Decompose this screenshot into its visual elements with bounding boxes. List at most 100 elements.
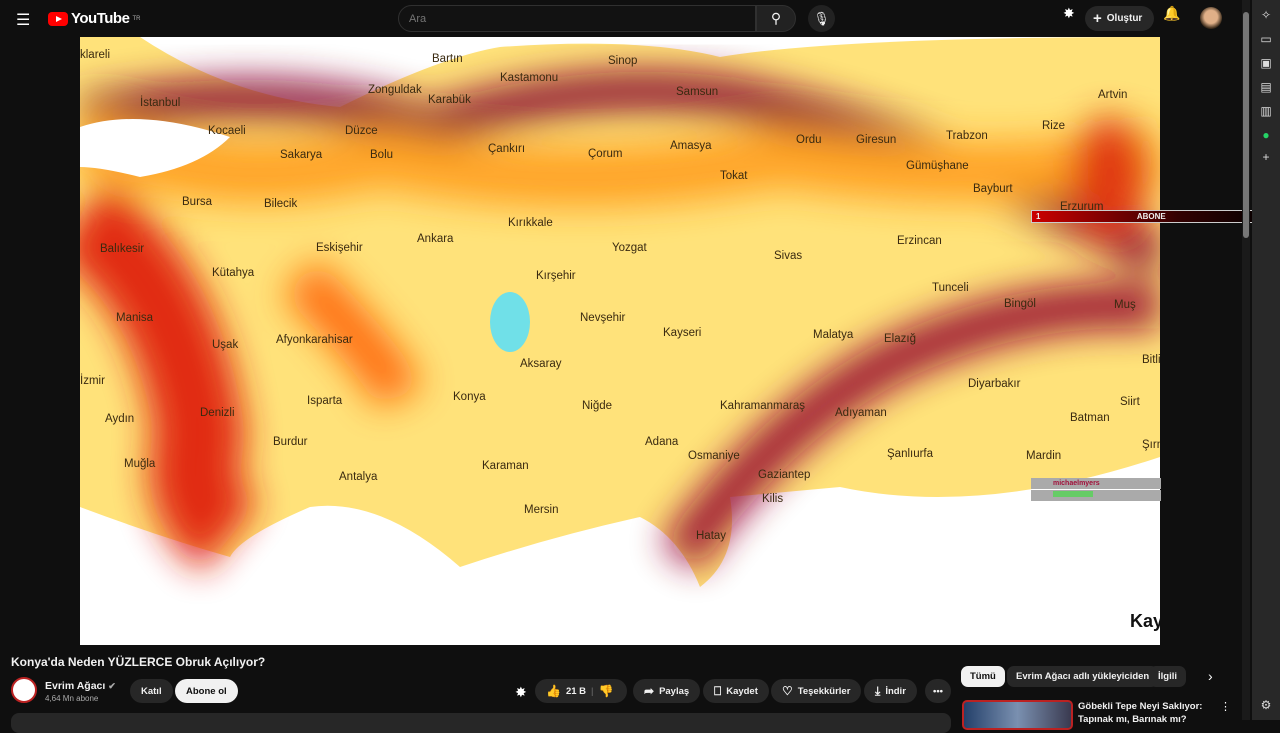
- extension-icon[interactable]: ✧: [1260, 8, 1272, 22]
- share-label: Paylaş: [659, 685, 690, 697]
- verified-icon: ✔: [108, 681, 116, 691]
- city-label: Bartın: [432, 53, 463, 65]
- city-label: Bursa: [182, 196, 213, 208]
- channel-name-text: Evrim Ağacı: [45, 680, 106, 692]
- download-button[interactable]: ⤓ İndir: [864, 679, 917, 703]
- reader-icon[interactable]: ▥: [1260, 104, 1272, 118]
- join-button[interactable]: Katıl: [130, 679, 173, 703]
- chip-label: Evrim Ağacı adlı yükleyiciden: [1016, 671, 1150, 682]
- add-icon[interactable]: +: [1262, 150, 1270, 164]
- whatsapp-icon[interactable]: ●: [1262, 128, 1270, 142]
- city-label: Balıkesir: [100, 243, 145, 255]
- youtube-logo[interactable]: YouTube TR: [48, 10, 140, 27]
- city-label: İstanbul: [140, 97, 181, 109]
- more-vert-icon[interactable]: ⋮: [1220, 701, 1231, 713]
- video-icon[interactable]: ▭: [1260, 32, 1272, 46]
- city-label: Düzce: [345, 125, 378, 137]
- city-label: Mersin: [524, 504, 559, 516]
- city-label: Samsun: [676, 86, 719, 98]
- more-actions-button[interactable]: •••: [925, 679, 951, 703]
- search-icon: ⚲: [770, 10, 782, 26]
- share-button[interactable]: ➦ Paylaş: [633, 679, 701, 703]
- bookmark-icon: ⎕: [714, 683, 722, 698]
- thanks-button[interactable]: ♡ Teşekkürler: [771, 679, 862, 703]
- city-label: Artvin: [1098, 89, 1128, 101]
- city-label: Kütahya: [212, 267, 255, 279]
- search-input[interactable]: [398, 5, 756, 32]
- city-label: Sinop: [608, 55, 638, 67]
- save-button[interactable]: ⎕ Kaydet: [703, 679, 769, 703]
- watermark: Kay: [1130, 611, 1160, 631]
- notebook-icon[interactable]: ▤: [1260, 80, 1272, 94]
- microphone-icon: 🎙: [813, 11, 830, 26]
- city-label: Çorum: [588, 148, 623, 160]
- premium-icon[interactable]: ✸: [515, 684, 527, 700]
- city-label: Burdur: [273, 436, 308, 448]
- city-label: Niğde: [582, 400, 613, 412]
- city-label: Mardin: [1026, 450, 1062, 462]
- city-label: Isparta: [307, 395, 343, 407]
- description-box[interactable]: [11, 713, 951, 733]
- scrollbar-thumb[interactable]: [1243, 12, 1249, 238]
- city-label: Kocaeli: [208, 125, 246, 137]
- city-label: Trabzon: [946, 130, 988, 142]
- chip-from-uploader[interactable]: Evrim Ağacı adlı yükleyiciden: [1007, 666, 1159, 687]
- city-label: Kayseri: [663, 327, 702, 339]
- goal-label: ABONE: [1136, 212, 1166, 221]
- city-label: Batman: [1070, 412, 1110, 424]
- city-label: Kilis: [762, 493, 784, 505]
- mic-button[interactable]: 🎙: [808, 5, 835, 32]
- save-label: Kaydet: [726, 685, 758, 697]
- subscribe-button[interactable]: Abone ol: [175, 679, 238, 703]
- create-button[interactable]: + Oluştur: [1085, 6, 1155, 31]
- city-label: Karabük: [428, 94, 471, 106]
- wallet-icon[interactable]: ▣: [1260, 56, 1272, 70]
- city-label: Erzincan: [897, 235, 942, 247]
- channel-avatar[interactable]: [11, 677, 37, 703]
- share-icon: ➦: [644, 684, 655, 698]
- related-video-thumbnail[interactable]: [962, 700, 1073, 730]
- premium-icon[interactable]: ✸: [1063, 5, 1075, 21]
- city-label: Giresun: [856, 134, 897, 146]
- city-label: İzmir: [80, 375, 105, 387]
- channel-name[interactable]: Evrim Ağacı ✔: [45, 680, 116, 692]
- city-label: Amasya: [670, 140, 712, 152]
- city-label: Kırıkkale: [508, 217, 553, 229]
- city-label: Gaziantep: [758, 469, 811, 481]
- city-label: Bitlis: [1142, 354, 1160, 366]
- city-label: Konya: [453, 391, 486, 403]
- chip-label: İlgili: [1158, 671, 1177, 682]
- dislike-icon[interactable]: 👎: [598, 684, 614, 698]
- city-label: Ankara: [417, 233, 454, 245]
- video-player[interactable]: klareli İstanbul Bartın Zonguldak Karabük Kas…: [80, 37, 1160, 645]
- notifications-icon[interactable]: 🔔: [1163, 5, 1181, 21]
- city-label: Elazığ: [884, 333, 916, 345]
- chip-all[interactable]: Tümü: [961, 666, 1005, 687]
- city-label: Kastamonu: [500, 72, 559, 84]
- search-button[interactable]: ⚲: [756, 5, 796, 32]
- like-icon[interactable]: 👍: [546, 684, 561, 698]
- chip-related[interactable]: İlgili: [1149, 666, 1186, 687]
- city-label: Adana: [645, 436, 679, 448]
- city-label: Rize: [1042, 120, 1066, 132]
- chat-message: michaelmyers: [1031, 478, 1161, 489]
- city-label: klareli: [80, 49, 111, 61]
- city-label: Aksaray: [520, 358, 562, 370]
- subscriber-goal-bar: 1ABONE15: [1031, 210, 1276, 223]
- avatar[interactable]: [1200, 7, 1222, 29]
- like-count[interactable]: 21 B: [565, 685, 587, 697]
- city-label: Bolu: [370, 149, 394, 161]
- menu-icon[interactable]: ☰: [16, 12, 31, 29]
- settings-icon[interactable]: ⚙: [1260, 698, 1272, 712]
- city-label: Şırnak: [1142, 439, 1160, 451]
- city-label: Kahramanmaraş: [720, 400, 806, 412]
- goal-current: 1: [1036, 212, 1041, 221]
- chevron-right-icon[interactable]: ›: [1208, 668, 1213, 684]
- super-thanks-icon: ♡: [782, 684, 793, 698]
- logo-country: TR: [132, 15, 141, 22]
- scrollbar[interactable]: [1242, 0, 1250, 720]
- city-label: Malatya: [813, 329, 854, 341]
- related-video-title[interactable]: Göbekli Tepe Neyi Saklıyor: Tapınak mı, …: [1078, 701, 1203, 725]
- city-label: Sivas: [774, 250, 803, 262]
